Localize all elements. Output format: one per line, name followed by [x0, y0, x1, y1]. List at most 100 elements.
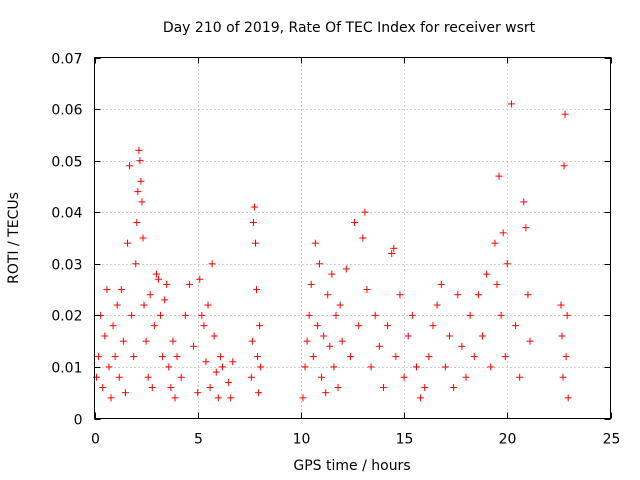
data-point — [328, 270, 336, 278]
data-point — [144, 373, 152, 381]
data-point — [107, 394, 115, 402]
data-point — [161, 296, 169, 304]
data-point — [559, 373, 567, 381]
data-point — [491, 239, 499, 247]
data-point — [562, 353, 570, 361]
data-point — [526, 337, 534, 345]
x-tick-label: 10 — [293, 432, 311, 448]
data-point — [564, 394, 572, 402]
data-point — [134, 188, 142, 196]
data-point — [560, 162, 568, 170]
data-points — [93, 100, 572, 402]
data-point — [429, 322, 437, 330]
data-point — [462, 373, 470, 381]
data-point — [128, 311, 136, 319]
data-point — [163, 280, 171, 288]
data-point — [169, 337, 177, 345]
data-point — [522, 224, 530, 232]
data-point — [130, 353, 138, 361]
data-point — [171, 394, 179, 402]
data-point — [501, 353, 509, 361]
data-point — [379, 384, 387, 392]
data-point — [520, 198, 528, 206]
data-point — [441, 363, 449, 371]
data-point — [303, 337, 311, 345]
data-point — [301, 363, 309, 371]
data-point — [334, 384, 342, 392]
data-point — [425, 353, 433, 361]
y-tick-label: 0.07 — [51, 52, 82, 68]
data-point — [206, 384, 214, 392]
y-tick-label: 0.01 — [51, 361, 82, 377]
data-point — [318, 373, 326, 381]
data-point — [154, 275, 162, 283]
data-point — [247, 373, 255, 381]
data-point — [101, 332, 109, 340]
data-point — [159, 353, 167, 361]
data-point — [194, 389, 202, 397]
data-point — [332, 311, 340, 319]
y-tick-label: 0.02 — [51, 309, 82, 325]
data-point — [165, 363, 173, 371]
x-tick-label: 0 — [91, 432, 100, 448]
data-point — [251, 239, 259, 247]
data-point — [248, 337, 256, 345]
data-point — [117, 286, 125, 294]
data-point — [487, 363, 495, 371]
data-point — [512, 322, 520, 330]
chart-title: Day 210 of 2019, Rate Of TEC Index for r… — [163, 20, 536, 36]
data-point — [558, 332, 566, 340]
data-point — [225, 378, 233, 386]
data-point — [121, 389, 129, 397]
data-point — [524, 291, 532, 299]
data-point — [212, 368, 220, 376]
data-point — [412, 363, 420, 371]
data-point — [196, 275, 204, 283]
data-point — [111, 353, 119, 361]
data-point — [218, 363, 226, 371]
data-point — [95, 353, 103, 361]
data-point — [342, 265, 350, 273]
axis-ticks: 0 5 10 15 20 25 0 0.01 0.02 0.03 0.04 0.05 0.06 0.07 — [51, 52, 620, 448]
data-point — [361, 208, 369, 216]
data-point — [400, 373, 408, 381]
data-point — [198, 311, 206, 319]
data-point — [173, 353, 181, 361]
data-point — [375, 342, 383, 350]
x-tick-label: 5 — [194, 432, 203, 448]
data-point — [138, 198, 146, 206]
data-point — [200, 322, 208, 330]
data-point — [157, 311, 165, 319]
data-point — [256, 322, 264, 330]
data-point — [355, 322, 363, 330]
data-point — [309, 353, 317, 361]
grid — [94, 57, 611, 419]
data-point — [466, 311, 474, 319]
data-point — [250, 203, 258, 211]
data-point — [507, 100, 515, 108]
data-point — [115, 373, 123, 381]
y-tick-label: 0.04 — [51, 206, 82, 222]
data-point — [474, 291, 482, 299]
data-point — [392, 353, 400, 361]
data-point — [142, 337, 150, 345]
data-point — [563, 311, 571, 319]
data-point — [254, 353, 262, 361]
data-point — [351, 219, 359, 227]
data-point — [124, 239, 132, 247]
x-tick-label: 15 — [396, 432, 414, 448]
data-point — [433, 301, 441, 309]
data-point — [454, 291, 462, 299]
data-point — [305, 311, 313, 319]
data-point — [135, 146, 143, 154]
data-point — [257, 363, 265, 371]
data-point — [367, 363, 375, 371]
data-point — [136, 157, 144, 165]
data-point — [458, 342, 466, 350]
data-point — [185, 280, 193, 288]
data-point — [330, 363, 338, 371]
data-point — [313, 322, 321, 330]
x-tick-label: 25 — [603, 432, 621, 448]
y-tick-label: 0.06 — [51, 103, 82, 119]
data-point — [190, 342, 198, 350]
